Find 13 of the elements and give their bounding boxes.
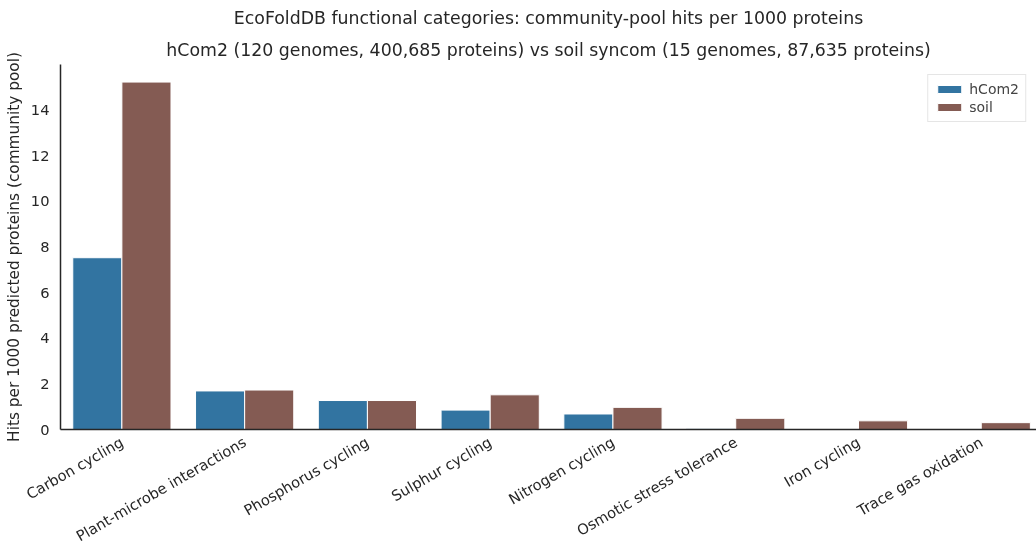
y-tick-label: 0 xyxy=(40,420,50,438)
chart-title: EcoFoldDB functional categories: community-pool hits per 1000 proteins xyxy=(233,7,864,28)
y-tick-label: 8 xyxy=(40,238,50,255)
y-tick-label: 10 xyxy=(30,192,50,210)
y-tick-label: 14 xyxy=(30,101,50,119)
chart-subtitle: hCom2 (120 genomes, 400,685 proteins) vs soil syncom (15 genomes, 87,635 proteins) xyxy=(166,39,931,60)
y-tick-label: 12 xyxy=(30,146,50,164)
legend-label: hCom2 xyxy=(969,81,1019,97)
y-tick-label: 6 xyxy=(40,283,50,301)
y-tick-label: 2 xyxy=(40,374,50,392)
legend-label: soil xyxy=(969,99,993,115)
y-tick-label: 4 xyxy=(40,329,50,347)
y-axis-title: Hits per 1000 predicted proteins (community pool) xyxy=(4,52,23,442)
